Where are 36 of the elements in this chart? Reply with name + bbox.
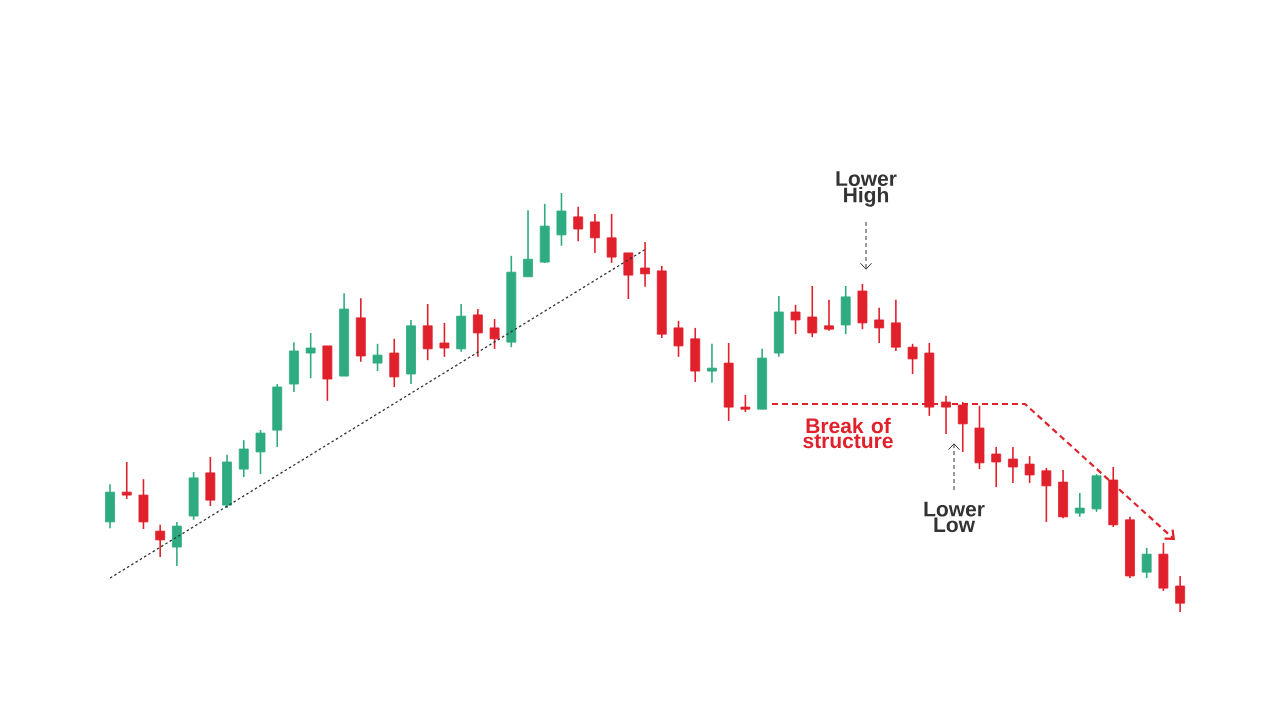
candlestick [389, 338, 400, 388]
candlestick [255, 429, 266, 475]
candlestick [1024, 455, 1035, 484]
candlestick [1008, 446, 1018, 484]
candlestick [606, 213, 617, 264]
candlestick [1141, 547, 1152, 579]
candlestick [305, 332, 316, 379]
candlestick [439, 322, 450, 358]
candlestick [422, 303, 433, 361]
candlestick [523, 209, 533, 278]
candlestick [623, 252, 634, 300]
candlestick [991, 446, 1002, 488]
candlestick [874, 306, 885, 344]
candlestick [1175, 575, 1186, 613]
annotation: Lower Low [924, 501, 985, 533]
candlestick [790, 304, 801, 335]
candlestick [489, 318, 500, 350]
candlestick [807, 285, 818, 338]
candlestick [907, 343, 918, 375]
annotation: Lower High [836, 171, 897, 207]
annotation: Break of structure [803, 417, 893, 449]
candlestick [673, 319, 684, 358]
candlestick [171, 521, 182, 567]
candlestick [121, 461, 132, 500]
candlestick [707, 343, 717, 384]
candlestick [238, 439, 249, 478]
candlestick [372, 343, 383, 372]
candlestick [640, 241, 650, 288]
candlestick [1041, 467, 1052, 523]
candlestick [556, 192, 567, 247]
candlestick [472, 308, 483, 358]
candlestick [824, 299, 834, 332]
candlestick [589, 213, 600, 254]
candlestick [155, 524, 166, 558]
candlestick [1074, 492, 1085, 518]
candlestick [573, 206, 584, 242]
